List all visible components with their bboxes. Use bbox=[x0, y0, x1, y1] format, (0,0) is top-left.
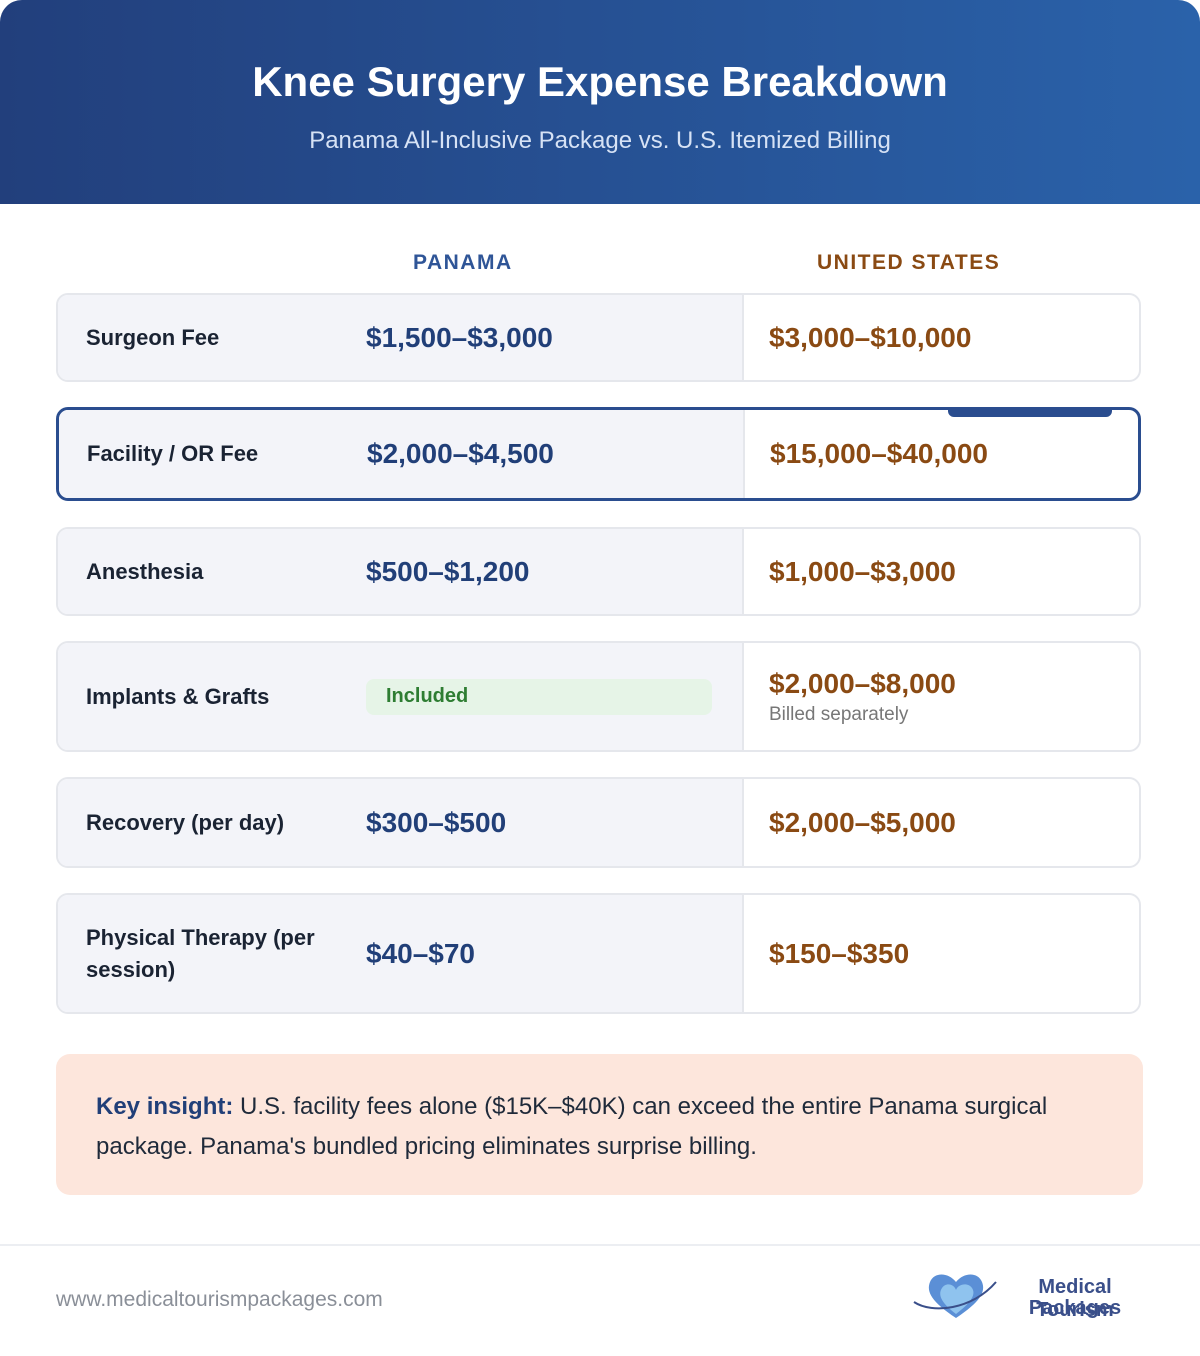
table-row: Implants & Grafts Included $2,000–$8,000 Bi… bbox=[56, 641, 1141, 752]
us-amount: $2,000–$8,000 bbox=[769, 667, 956, 699]
us-amount: $2,000–$5,000 bbox=[769, 806, 956, 838]
subtitle: Panama All-Inclusive Package vs. U.S. It… bbox=[309, 127, 891, 154]
row-label: Facility / OR Fee bbox=[87, 441, 259, 466]
panama-cell bbox=[58, 529, 744, 614]
logo-text: Packages bbox=[1028, 1297, 1122, 1319]
divider bbox=[0, 1244, 1200, 1246]
panama-value: $40–$70 bbox=[366, 937, 476, 969]
panama-cell bbox=[58, 895, 744, 1012]
row-label: Implants & Grafts bbox=[86, 683, 270, 709]
highlight-tag bbox=[948, 410, 1112, 417]
column-header: PANAMA bbox=[413, 251, 513, 274]
column-header: UNITED STATES bbox=[817, 251, 1001, 274]
us-note: Billed separately bbox=[769, 703, 909, 725]
table-row: Recovery (per day) $300–$500 $2,000–$5,000 bbox=[56, 777, 1141, 868]
table-row: Surgeon Fee $1,500–$3,000 $3,000–$10,000 bbox=[56, 293, 1141, 382]
us-amount: $3,000–$10,000 bbox=[769, 321, 972, 353]
logo-icon bbox=[913, 1274, 997, 1318]
panama-cell bbox=[58, 779, 744, 866]
us-amount: $15,000–$40,000 bbox=[770, 438, 988, 469]
panama-cell bbox=[58, 295, 744, 380]
us-value: $3,000–$10,000 bbox=[769, 322, 971, 354]
footer-url: www.medicaltourismpackages.com bbox=[56, 1288, 383, 1311]
table-row: Anesthesia $500–$1,200 $1,000–$3,000 bbox=[56, 527, 1141, 616]
title: Knee Surgery Expense Breakdown bbox=[252, 58, 948, 105]
panama-value: $300–$500 bbox=[366, 806, 507, 838]
insight-text: U.S. facility fees alone ($15K–$40K) can… bbox=[96, 1093, 1048, 1160]
us-amount: $150–$350 bbox=[769, 937, 910, 969]
us-value: $2,000–$8,000 Billed separately bbox=[769, 668, 956, 726]
us-value: $15,000–$40,000 bbox=[770, 438, 988, 470]
us-value: $2,000–$5,000 bbox=[769, 807, 956, 839]
logo-text: Medical Tourism bbox=[1036, 1276, 1114, 1321]
panama-cell bbox=[59, 410, 745, 498]
row-label: Surgeon Fee bbox=[86, 324, 220, 350]
panama-value: $1,500–$3,000 bbox=[366, 321, 553, 353]
row-label: Recovery (per day) bbox=[86, 809, 285, 835]
insight-lead: Key insight: bbox=[96, 1093, 234, 1120]
table-row: Facility / OR Fee $2,000–$4,500 $15,000–$4… bbox=[56, 407, 1141, 501]
header: Knee Surgery Expense Breakdown Panama Al… bbox=[0, 0, 1200, 204]
us-value: $150–$350 bbox=[769, 938, 909, 970]
table-row: Physical Therapy (per session) $40–$70 $15… bbox=[56, 893, 1141, 1014]
us-value: $1,000–$3,000 bbox=[769, 556, 956, 588]
panama-value: $2,000–$4,500 bbox=[367, 438, 554, 469]
row-label: Anesthesia bbox=[86, 558, 204, 584]
insight-box: Key insight: U.S. facility fees alone ($… bbox=[56, 1054, 1143, 1195]
panama-value: Included bbox=[366, 678, 712, 715]
us-amount: $1,000–$3,000 bbox=[769, 555, 956, 587]
row-label: Physical Therapy (per session) bbox=[86, 924, 315, 982]
panama-value: $500–$1,200 bbox=[366, 555, 530, 587]
